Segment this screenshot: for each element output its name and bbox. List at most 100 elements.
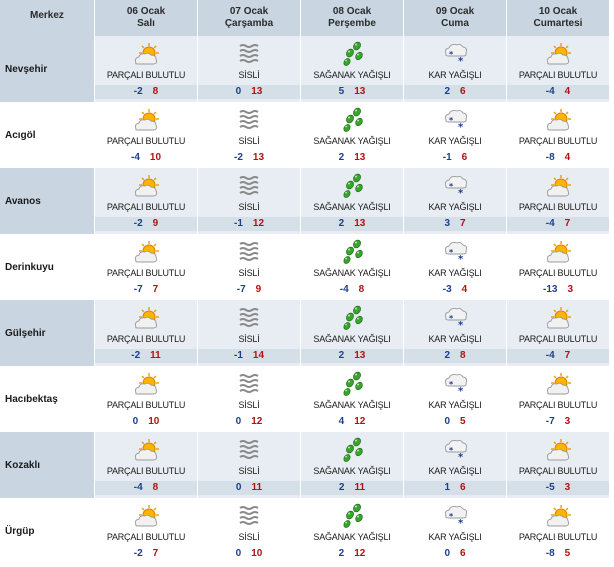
showers-icon [337, 107, 367, 133]
max-temperature: 7 [564, 218, 571, 229]
city-name: Ürgüp [0, 498, 95, 564]
fog-icon [234, 371, 264, 397]
temperature-range: 2 11 [301, 481, 403, 495]
partly-cloudy-icon [543, 41, 573, 67]
max-temperature: 12 [354, 416, 366, 427]
showers-icon [337, 503, 367, 529]
svg-text:*: * [458, 320, 464, 331]
temperature-range: 5 13 [301, 85, 403, 99]
forecast-cell: SAĞANAK YAĞIŞLI 2 11 [301, 432, 404, 498]
min-temperature: 2 [338, 152, 345, 163]
forecast-row: Avanos PARÇALI BULUTLU -2 9 SİSLİ -1 12 SAĞANAK… [0, 168, 614, 234]
snow-icon: * * [440, 239, 470, 265]
city-name: Kozaklı [0, 432, 95, 498]
min-temperature: -13 [542, 284, 558, 295]
snow-icon: * * [440, 107, 470, 133]
min-temperature: 0 [444, 548, 450, 559]
min-temperature: -2 [131, 350, 141, 361]
condition-label: SİSLİ [238, 466, 260, 476]
day-header-date: 10 Ocak [538, 6, 578, 17]
min-temperature: -4 [133, 482, 143, 493]
condition-label: KAR YAĞIŞLI [428, 400, 482, 410]
max-temperature: 3 [564, 482, 571, 493]
condition-label: SİSLİ [238, 532, 260, 542]
fog-icon [234, 305, 264, 331]
min-temperature: -4 [545, 218, 555, 229]
max-temperature: 13 [354, 350, 366, 361]
max-temperature: 8 [358, 284, 365, 295]
temperature-range: 0 11 [198, 481, 300, 495]
min-temperature: -1 [442, 152, 452, 163]
temperature-range: 0 12 [198, 415, 300, 429]
temperature-range: -1 12 [198, 217, 300, 231]
min-temperature: -8 [545, 152, 555, 163]
min-temperature: -7 [236, 284, 246, 295]
svg-text:*: * [458, 518, 464, 529]
temperature-range: -7 3 [507, 415, 609, 429]
min-temperature: 0 [235, 416, 242, 427]
min-temperature: -2 [133, 86, 143, 97]
city-name: Nevşehir [0, 36, 95, 102]
condition-label: KAR YAĞIŞLI [428, 466, 482, 476]
day-header-weekday: Salı [137, 18, 155, 29]
temperature-range: -2 8 [95, 85, 197, 99]
city-name: Derinkuyu [0, 234, 95, 300]
max-temperature: 10 [251, 548, 263, 559]
forecast-cell: * * KAR YAĞIŞLI 2 8 [404, 300, 507, 366]
forecast-cell: SAĞANAK YAĞIŞLI 2 13 [301, 102, 404, 168]
forecast-row: Gülşehir PARÇALI BULUTLU -2 11 SİSLİ -1 14 SAĞA… [0, 300, 614, 366]
min-temperature: -2 [233, 152, 243, 163]
partly-cloudy-icon [131, 305, 161, 331]
condition-label: SİSLİ [238, 136, 260, 146]
svg-text:*: * [458, 452, 464, 463]
forecast-cell: PARÇALI BULUTLU -7 3 [507, 366, 610, 432]
partly-cloudy-icon [131, 371, 161, 397]
partly-cloudy-icon [543, 371, 573, 397]
snow-icon: * * [440, 503, 470, 529]
max-temperature: 9 [255, 284, 262, 295]
location-header-label: Merkez [30, 10, 64, 21]
temperature-range: 0 10 [95, 415, 197, 429]
showers-icon [337, 173, 367, 199]
forecast-cell: SAĞANAK YAĞIŞLI 5 13 [301, 36, 404, 102]
location-header: Merkez [0, 0, 95, 36]
max-temperature: 11 [354, 482, 366, 493]
forecast-cell: * * KAR YAĞIŞLI -1 6 [404, 102, 507, 168]
snow-icon: * * [440, 305, 470, 331]
showers-icon [337, 41, 367, 67]
forecast-cell: * * KAR YAĞIŞLI 1 6 [404, 432, 507, 498]
min-temperature: -5 [545, 482, 555, 493]
max-temperature: 13 [354, 152, 366, 163]
temperature-range: -4 8 [95, 481, 197, 495]
min-temperature: -7 [545, 416, 555, 427]
partly-cloudy-icon [543, 305, 573, 331]
min-temperature: 0 [444, 416, 450, 427]
forecast-cell: SİSLİ -2 13 [198, 102, 301, 168]
condition-label: KAR YAĞIŞLI [428, 202, 482, 212]
min-temperature: 0 [235, 482, 242, 493]
condition-label: SİSLİ [238, 268, 260, 278]
day-header: 10 Ocak Cumartesi [507, 0, 610, 36]
min-temperature: 0 [132, 416, 139, 427]
city-name: Gülşehir [0, 300, 95, 366]
snow-icon: * * [440, 371, 470, 397]
condition-label: SAĞANAK YAĞIŞLI [313, 202, 391, 212]
max-temperature: 6 [461, 152, 468, 163]
svg-text:*: * [449, 314, 454, 323]
day-header: 09 Ocak Cuma [404, 0, 507, 36]
max-temperature: 7 [152, 548, 159, 559]
forecast-row: Kozaklı PARÇALI BULUTLU -4 8 SİSLİ 0 11 SAĞANAK… [0, 432, 614, 498]
max-temperature: 12 [354, 548, 366, 559]
condition-label: PARÇALI BULUTLU [106, 70, 186, 80]
max-temperature: 11 [150, 350, 161, 361]
max-temperature: 7 [564, 350, 571, 361]
condition-label: KAR YAĞIŞLI [428, 334, 482, 344]
condition-label: SİSLİ [238, 70, 260, 80]
max-temperature: 13 [354, 86, 366, 97]
day-header-date: 06 Ocak [126, 6, 166, 17]
day-header: 07 Ocak Çarşamba [198, 0, 301, 36]
